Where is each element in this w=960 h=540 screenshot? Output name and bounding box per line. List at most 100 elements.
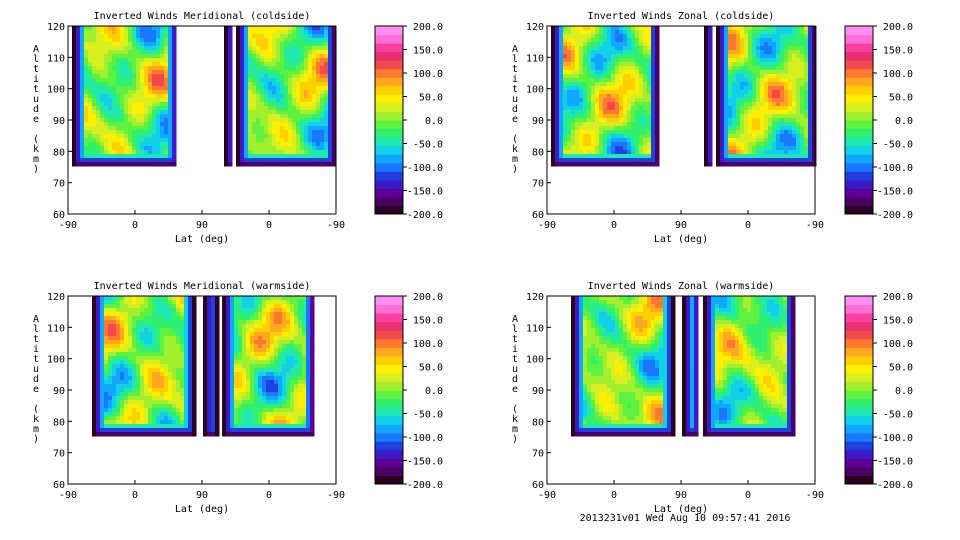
heatmap-cell	[244, 162, 249, 167]
heatmap-cell	[555, 26, 560, 31]
heatmap-cell	[72, 154, 77, 159]
heatmap-cell	[104, 134, 109, 139]
heatmap-cell	[164, 90, 169, 95]
heatmap-cell	[800, 90, 805, 95]
heatmap-cell	[555, 62, 560, 67]
heatmap-cell	[124, 82, 129, 87]
heatmap-cell	[112, 340, 117, 345]
heatmap-cell	[623, 78, 628, 83]
heatmap-cell	[128, 356, 133, 361]
heatmap-cell	[116, 42, 121, 47]
heatmap-cell	[559, 74, 564, 79]
heatmap-cell	[264, 110, 269, 115]
heatmap-cell	[124, 316, 129, 321]
heatmap-cell	[120, 344, 125, 349]
heatmap-cell	[264, 94, 269, 99]
heatmap-cell	[136, 404, 141, 409]
heatmap-cell	[244, 82, 249, 87]
heatmap-cell	[160, 158, 165, 163]
heatmap-cell	[168, 118, 173, 123]
heatmap-cell	[80, 26, 85, 31]
heatmap-cell	[627, 94, 632, 99]
heatmap-cell	[764, 142, 769, 147]
heatmap-cell	[603, 162, 608, 167]
heatmap-cell	[136, 312, 141, 317]
heatmap-cell	[72, 118, 77, 123]
heatmap-cell	[647, 162, 652, 167]
heatmap-cell	[772, 142, 777, 147]
heatmap-cell	[140, 150, 145, 155]
heatmap-cell	[152, 388, 157, 393]
heatmap-cell	[168, 158, 173, 163]
heatmap-cell	[300, 134, 305, 139]
heatmap-cell	[615, 150, 620, 155]
heatmap-cell	[132, 368, 137, 373]
heatmap-cell	[304, 110, 309, 115]
heatmap-cell	[132, 158, 137, 163]
heatmap-cell	[116, 134, 121, 139]
heatmap-cell	[207, 424, 212, 429]
heatmap-cell	[100, 432, 105, 437]
heatmap-cell	[647, 78, 652, 83]
heatmap-cell	[100, 428, 105, 433]
heatmap-cell	[308, 38, 313, 43]
heatmap-cell	[708, 138, 713, 143]
heatmap-cell	[583, 126, 588, 131]
heatmap-cell	[203, 428, 208, 433]
heatmap-cell	[228, 42, 233, 47]
heatmap-cell	[128, 98, 133, 103]
heatmap-cell	[724, 66, 729, 71]
heatmap-cell	[192, 412, 197, 417]
heatmap-cell	[304, 58, 309, 63]
heatmap-cell	[184, 296, 189, 301]
heatmap-cell	[211, 312, 216, 317]
heatmap-cell	[264, 90, 269, 95]
heatmap-cell	[164, 42, 169, 47]
heatmap-cell	[260, 54, 265, 59]
heatmap-cell	[192, 312, 197, 317]
heatmap-cell	[708, 162, 713, 167]
heatmap-cell	[611, 142, 616, 147]
heatmap-cell	[132, 54, 137, 59]
heatmap-cell	[760, 42, 765, 47]
heatmap-cell	[180, 328, 185, 333]
heatmap-cell	[288, 58, 293, 63]
colorbar-swatch	[845, 68, 873, 78]
heatmap-cell	[211, 308, 216, 313]
heatmap-cell	[140, 404, 145, 409]
heatmap-cell	[276, 146, 281, 151]
heatmap-cell	[328, 150, 333, 155]
heatmap-cell	[300, 34, 305, 39]
heatmap-cell	[268, 158, 273, 163]
heatmap-cell	[304, 62, 309, 67]
heatmap-cell	[104, 432, 109, 437]
heatmap-cell	[128, 162, 133, 167]
heatmap-cell	[784, 42, 789, 47]
heatmap-cell	[260, 46, 265, 51]
heatmap-cell	[172, 316, 177, 321]
heatmap-cell	[643, 86, 648, 91]
heatmap-cell	[619, 38, 624, 43]
heatmap-cell	[716, 54, 721, 59]
heatmap-cell	[631, 94, 636, 99]
heatmap-cell	[551, 130, 556, 135]
heatmap-cell	[619, 114, 624, 119]
heatmap-cell	[284, 38, 289, 43]
heatmap-cell	[284, 78, 289, 83]
heatmap-cell	[635, 34, 640, 39]
heatmap-cell	[244, 94, 249, 99]
heatmap-cell	[116, 416, 121, 421]
heatmap-cell	[312, 38, 317, 43]
heatmap-cell	[728, 54, 733, 59]
heatmap-cell	[812, 122, 817, 127]
heatmap-cell	[256, 70, 261, 75]
heatmap-cell	[724, 30, 729, 35]
heatmap-cell	[112, 300, 117, 305]
heatmap-cell	[292, 78, 297, 83]
heatmap-cell	[792, 86, 797, 91]
heatmap-cell	[780, 54, 785, 59]
heatmap-cell	[100, 102, 105, 107]
heatmap-cell	[132, 432, 137, 437]
heatmap-cell	[244, 122, 249, 127]
heatmap-cell	[756, 162, 761, 167]
